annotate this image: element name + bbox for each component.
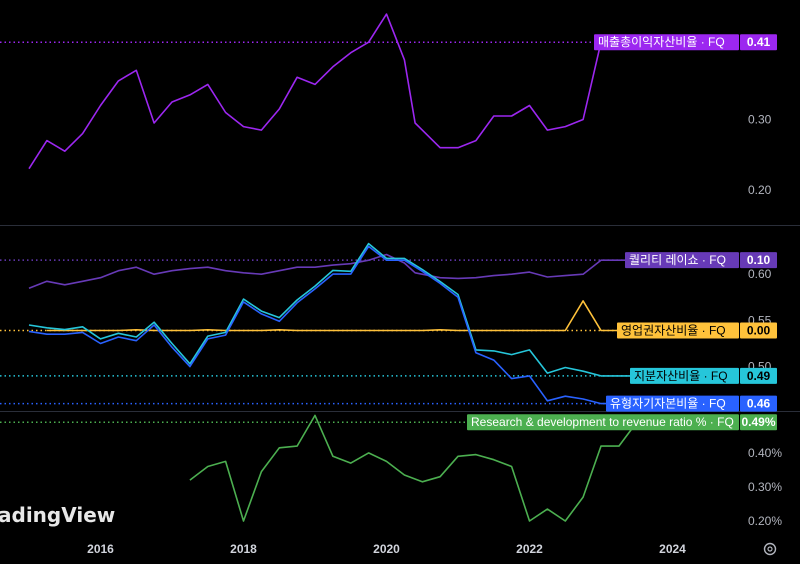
series-value-label: 0.46 [747,397,771,411]
series-value-tag-bg [740,252,777,269]
series-line [28,242,655,377]
series-lines [28,13,655,522]
series-value-tag-bg [740,414,777,431]
series-line [46,300,619,332]
series-name-tag-bg [625,252,739,269]
series-name-label: 매출총이익자산비율 · FQ [598,35,725,49]
x-tick-label: 2024 [659,542,686,556]
series-value-label: 0.00 [747,323,771,337]
series-line [28,253,637,290]
series-name-label: 영업권자산비율 · FQ [621,323,726,337]
x-tick-label: 2020 [373,542,400,556]
series-name-tag-bg [467,414,739,431]
series-value-tag-bg [740,395,777,412]
y-tick-label: 0.60 [748,267,772,281]
x-tick-label: 2018 [230,542,257,556]
series-name-tag-bg [617,322,739,339]
y-tick-label: 0.20 [748,183,772,197]
series-name-label: 지분자산비율 · FQ [634,369,728,383]
series-tag[interactable]: Research & development to revenue ratio … [467,414,777,431]
series-name-label: Research & development to revenue ratio … [471,415,734,429]
x-tick-label: 2016 [87,542,114,556]
series-value-label: 0.10 [747,253,771,267]
series-tag[interactable]: 유형자기자본비율 · FQ 0.46 [606,395,777,412]
x-tick-label: 2022 [516,542,543,556]
series-tag[interactable]: 매출총이익자산비율 · FQ 0.41 [594,34,777,51]
series-name-label: 유형자기자본비율 · FQ [610,397,726,411]
y-tick-label: 0.30 [748,113,772,127]
series-tag[interactable]: 퀄리티 레이쇼 · FQ 0.10 [625,252,777,269]
series-value-tag-bg [740,34,777,51]
y-tick-label: 0.30% [748,480,782,494]
x-axis-ticks: 2016 2018 2020 2022 2024 [87,542,686,556]
series-tag[interactable]: 지분자산비율 · FQ 0.49 [630,367,777,384]
series-line [28,13,655,170]
series-line [189,414,638,522]
settings-gear-icon[interactable] [763,542,777,556]
series-value-label: 0.49 [747,369,771,383]
watermark-text: adingView [0,503,115,527]
series-name-label: 퀄리티 레이쇼 · FQ [629,253,726,267]
y-tick-label: 0.40% [748,446,782,460]
series-value-tag-bg [740,367,777,384]
series-value-label: 0.49% [741,415,775,429]
series-value-label: 0.41 [747,35,771,49]
y-tick-label: 0.20% [748,514,782,528]
series-value-tag-bg [740,322,777,339]
series-name-tag-bg [630,367,739,384]
series-name-tag-bg [606,395,739,412]
series-tags[interactable]: 매출총이익자산비율 · FQ 0.41 퀄리티 레이쇼 · FQ 0.10 영업권자산비… [467,34,777,431]
series-tag[interactable]: 영업권자산비율 · FQ 0.00 [617,322,777,339]
series-name-tag-bg [594,34,739,51]
series-line [28,245,655,405]
